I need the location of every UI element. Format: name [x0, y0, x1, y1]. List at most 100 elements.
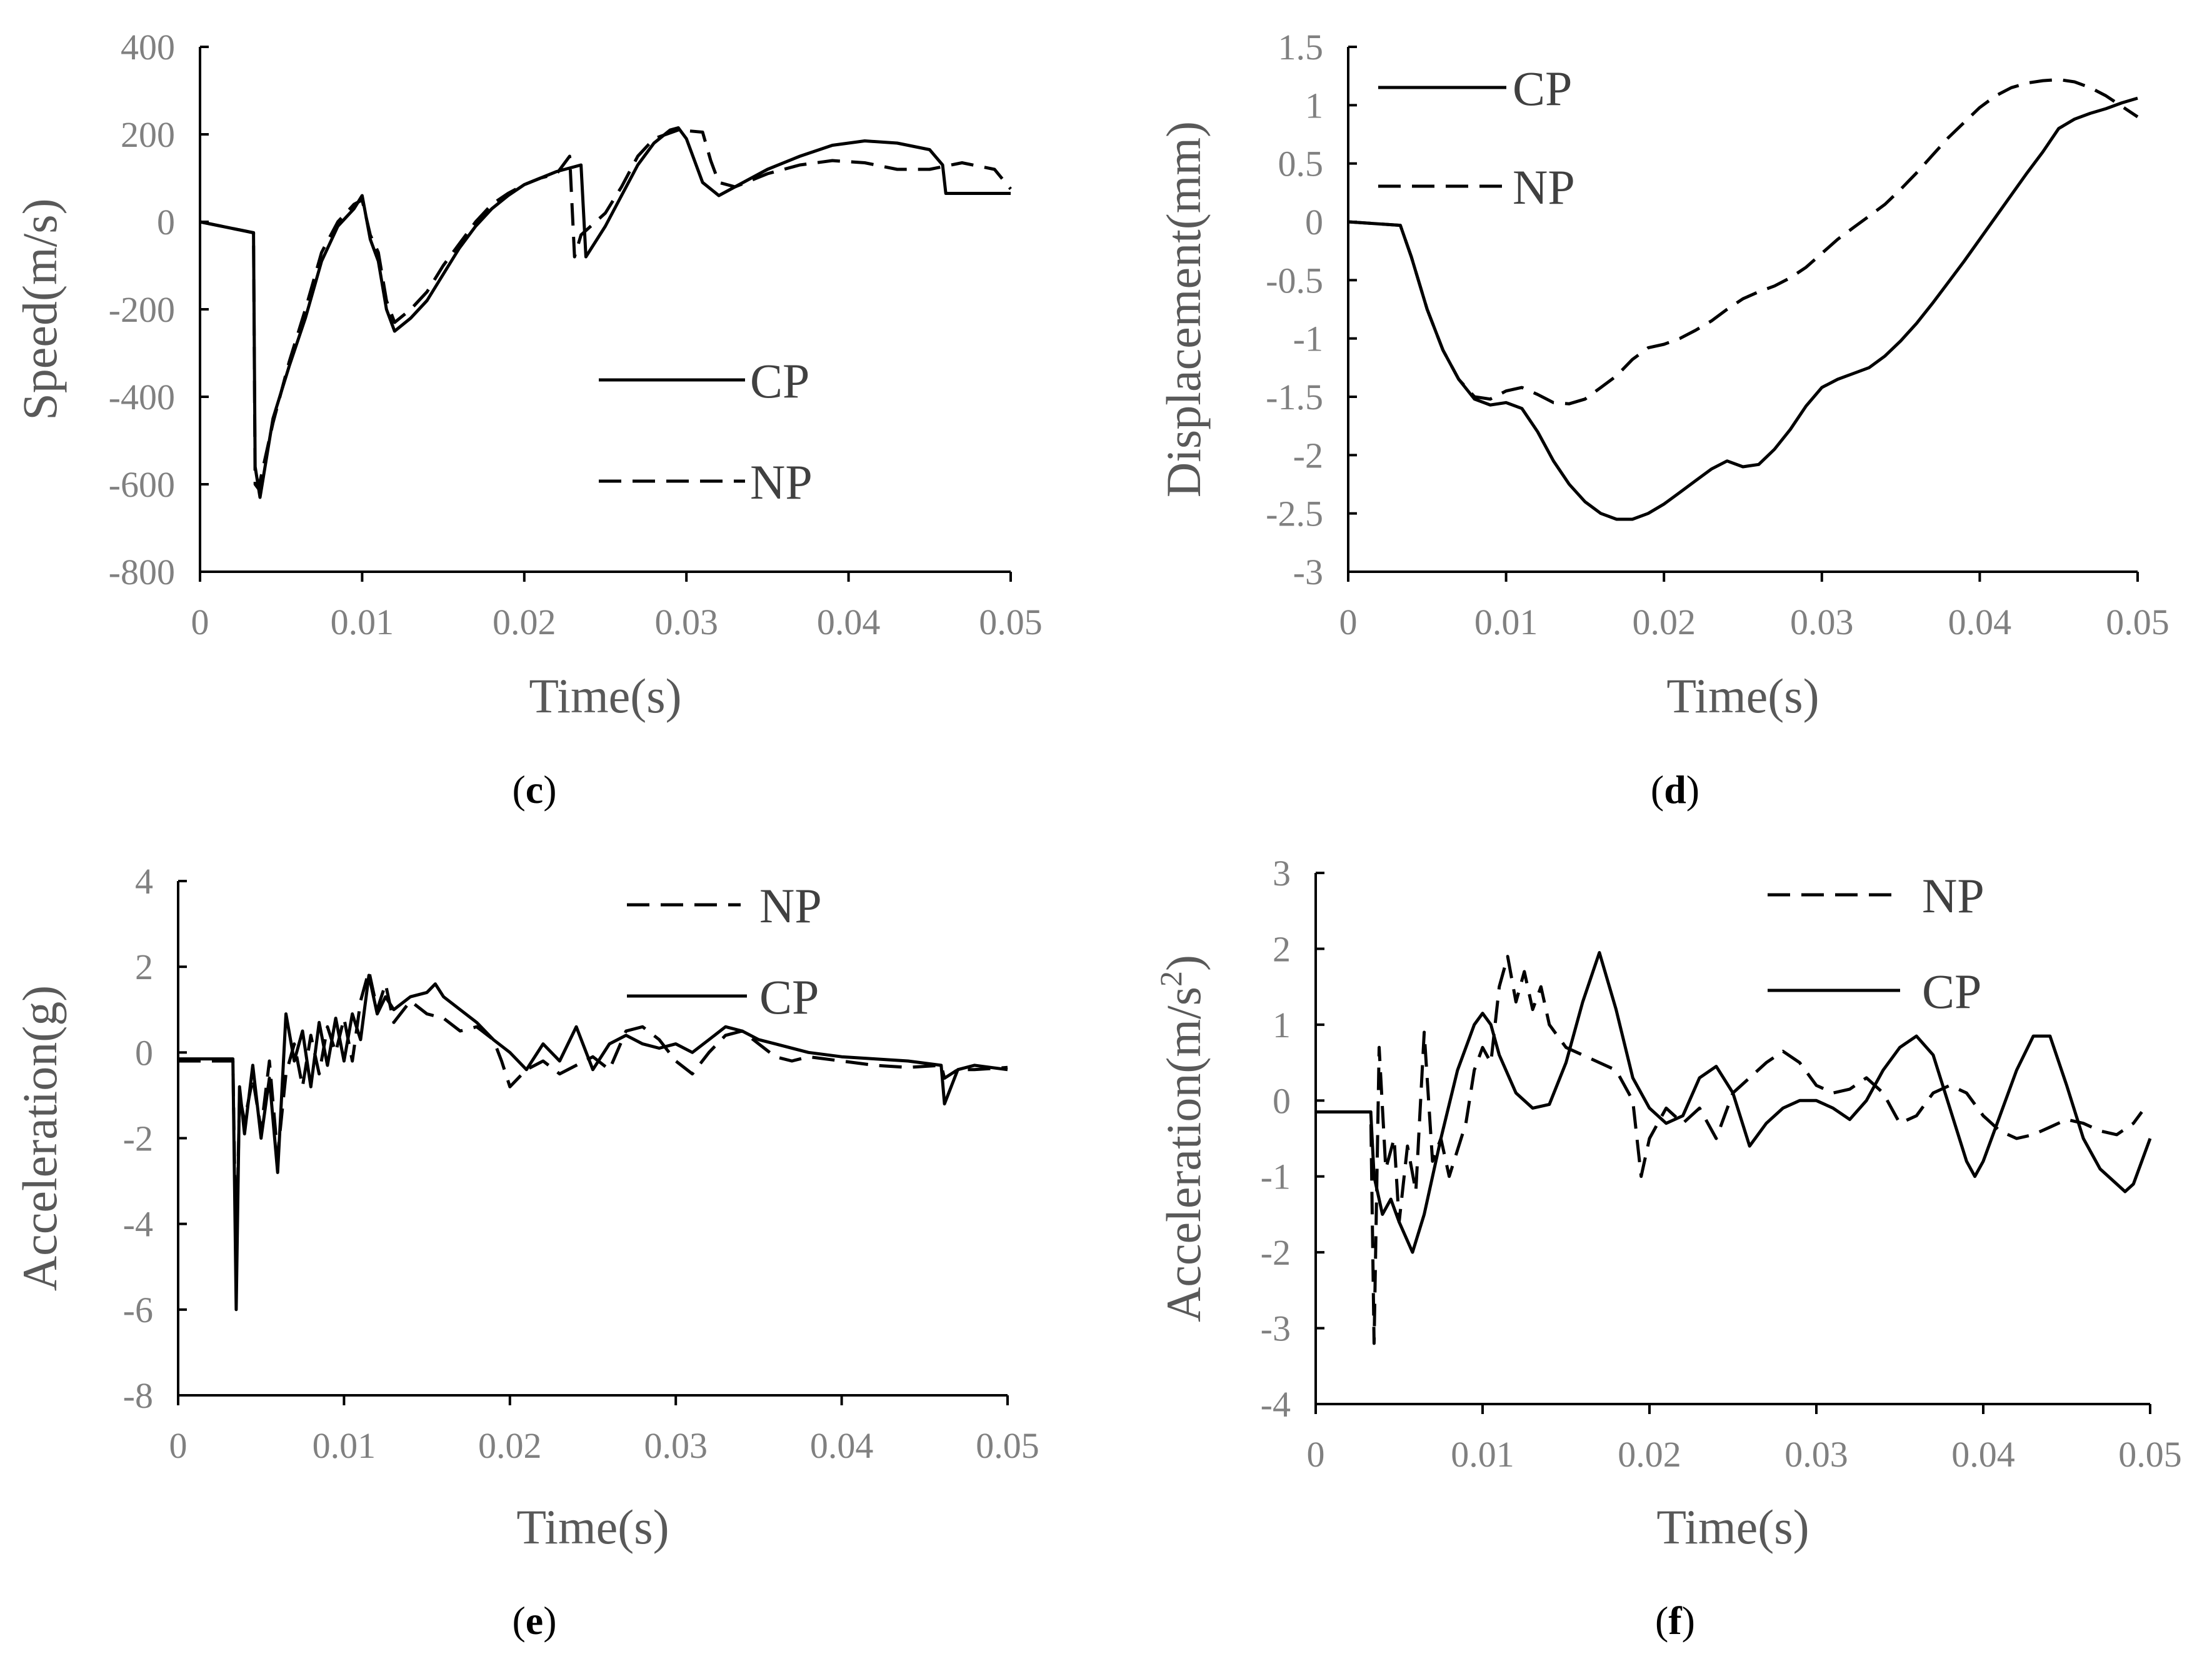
y-tick-label: 400: [121, 27, 175, 67]
panel-label: (e): [512, 1598, 556, 1643]
y-axis-title-superscript: 2: [1153, 971, 1188, 987]
y-tick-label: 1: [1305, 85, 1323, 126]
chart-d: 1.5 1 0.5 0 -0.5 -1 -1.5 -2 -2.5 -3 0 0.01 0.02 0.03 0…: [1156, 27, 2169, 812]
x-tick-label: 0.05: [2118, 1434, 2182, 1475]
legend: CP NP: [1378, 61, 1575, 214]
series-line-cp: [199, 126, 1011, 499]
y-tick-label: -2: [123, 1118, 153, 1159]
panel-label-close: ): [1682, 1598, 1695, 1643]
y-tick-label: 3: [1273, 853, 1291, 894]
series-line-cp: [178, 974, 1008, 1312]
x-tick-label: 0.01: [1474, 602, 1538, 642]
chart-c: 400 200 0 -200 -400 -600 -800 0 0.01 0.02 0.03 0.04…: [13, 27, 1043, 812]
x-tick-label: 0.02: [478, 1425, 542, 1466]
y-tick-label: -2: [1261, 1232, 1291, 1273]
panel-label-open: (: [512, 767, 525, 812]
y-tick-label: 0: [1273, 1080, 1291, 1121]
x-tick-label: 0: [191, 602, 209, 642]
x-tick-label: 0.05: [2106, 602, 2169, 642]
legend-label-np: NP: [750, 455, 813, 509]
y-tick-label: -1.5: [1266, 377, 1323, 417]
x-tick-label: 0.02: [1618, 1434, 1681, 1475]
series-line-np: [178, 969, 1008, 1268]
y-tick-label: -6: [123, 1290, 153, 1330]
x-tick-label: 0.03: [1790, 602, 1854, 642]
y-tick-label: 1.5: [1278, 27, 1324, 67]
x-tick-label: 0.02: [1632, 602, 1696, 642]
legend: CP NP: [599, 354, 813, 509]
x-tick-label: 0.03: [644, 1425, 708, 1466]
legend-label-cp: CP: [1513, 61, 1572, 116]
x-axis-title: Time(s): [529, 669, 681, 723]
panel-label-letter: d: [1664, 767, 1686, 812]
y-axis-title-text: Acceleration(g): [13, 985, 67, 1291]
series-line-cp: [1348, 96, 2138, 521]
panel-label-open: (: [1655, 1598, 1668, 1643]
x-tick-label: 0.05: [979, 602, 1043, 642]
y-axis-title-text: Displacement(mm): [1156, 121, 1211, 497]
panel-label-close: ): [543, 767, 556, 812]
y-tick-label: -4: [123, 1204, 153, 1245]
x-axis-title: Time(s): [516, 1500, 669, 1554]
x-axis-title: Time(s): [1666, 669, 1819, 723]
chart-f: 3 2 1 0 -1 -2 -3 -4 0 0.01 0.02 0.03 0.04 0.05 Time(s)…: [1153, 853, 2182, 1643]
y-tick-label: -400: [109, 377, 175, 417]
y-tick-label: -8: [123, 1375, 153, 1416]
y-axis-title-suffix: ): [1156, 955, 1211, 971]
x-tick-label: 0.02: [493, 602, 556, 642]
panel-label-letter: e: [526, 1598, 543, 1643]
x-tick-label: 0: [1307, 1434, 1325, 1475]
y-tick-label: -2.5: [1266, 494, 1323, 534]
legend-label-np: NP: [1513, 160, 1575, 214]
y-tick-label: -3: [1261, 1308, 1291, 1349]
x-tick-label: 0: [169, 1425, 188, 1466]
panel-label-open: (: [1651, 767, 1664, 812]
x-tick-label: 0.01: [1451, 1434, 1514, 1475]
legend-label-cp: CP: [759, 970, 819, 1024]
series-line-np: [1348, 77, 2139, 406]
series-line-np: [1316, 955, 2143, 1345]
x-tick-label: 0.05: [976, 1425, 1039, 1466]
y-tick-label: 2: [1273, 929, 1291, 969]
x-tick-label: 0.01: [313, 1425, 376, 1466]
panel-label-open: (: [512, 1598, 525, 1643]
panel-label: (d): [1651, 767, 1699, 812]
y-tick-label: -600: [109, 464, 175, 505]
y-tick-label: 200: [121, 114, 175, 155]
legend-label-cp: CP: [1922, 964, 1981, 1019]
panel-label: (f): [1655, 1598, 1695, 1643]
y-tick-label: -1: [1293, 319, 1323, 359]
panel-label-letter: c: [526, 767, 543, 812]
y-tick-label: -1: [1261, 1157, 1291, 1197]
chart-e: 4 2 0 -2 -4 -6 -8 0 0.01 0.02 0.03 0.04 0.05 Time(s) A…: [13, 861, 1039, 1643]
x-tick-label: 0.04: [1951, 1434, 2015, 1475]
x-tick-label: 0.03: [1784, 1434, 1848, 1475]
series-line-cp: [1316, 951, 2152, 1254]
legend-label-cp: CP: [750, 354, 809, 408]
x-axis-title: Time(s): [1656, 1500, 1809, 1554]
x-tick-label: 0.04: [810, 1425, 874, 1466]
legend: NP CP: [1768, 869, 1984, 1019]
y-axis-title: Speed(m/s): [13, 198, 67, 420]
y-tick-label: -2: [1293, 435, 1323, 476]
x-tick-label: 0.04: [817, 602, 881, 642]
y-tick-label: -3: [1293, 552, 1323, 592]
y-tick-label: 0.5: [1278, 144, 1324, 184]
y-tick-label: 1: [1273, 1005, 1291, 1045]
y-axis-title: Acceleration(m/s2): [1153, 955, 1211, 1322]
panel-label-close: ): [1686, 767, 1699, 812]
y-tick-label: -800: [109, 552, 175, 592]
y-tick-label: 0: [135, 1032, 153, 1073]
legend-label-np: NP: [759, 879, 822, 933]
y-tick-label: 2: [135, 947, 153, 987]
x-tick-label: 0.03: [654, 602, 718, 642]
y-axis-title: Displacement(mm): [1156, 121, 1211, 497]
panel-label-close: ): [543, 1598, 556, 1643]
y-tick-label: -4: [1261, 1384, 1291, 1425]
y-tick-label: 0: [157, 202, 175, 242]
series-line-np: [199, 128, 1012, 491]
y-axis-title-text: Acceleration(m/s: [1156, 987, 1211, 1322]
x-tick-label: 0: [1339, 602, 1358, 642]
y-axis-title-text: Speed(m/s): [13, 198, 67, 420]
legend: NP CP: [627, 879, 822, 1024]
